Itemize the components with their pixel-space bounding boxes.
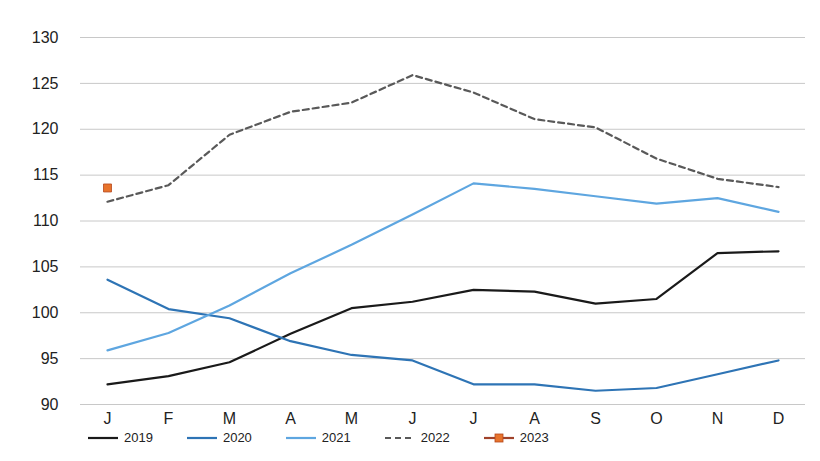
svg-text:115: 115: [33, 166, 59, 183]
svg-text:120: 120: [32, 120, 59, 137]
svg-text:N: N: [712, 410, 724, 427]
html-text:2021: 2021: [321, 430, 351, 445]
svg-text:125: 125: [32, 74, 59, 91]
svg-text:D: D: [773, 410, 785, 427]
html-text:2019: 2019: [124, 430, 153, 445]
svg-text:A: A: [529, 410, 540, 427]
svg-text:J: J: [409, 410, 417, 427]
html-text:2022: 2022: [420, 430, 450, 445]
svg-text:F: F: [164, 410, 174, 427]
svg-text:90: 90: [41, 396, 59, 413]
svg-text:A: A: [285, 410, 296, 427]
svg-text:J: J: [470, 410, 478, 427]
svg-text:M: M: [345, 410, 358, 427]
svg-text:110: 110: [33, 212, 59, 229]
svg-text:S: S: [590, 410, 601, 427]
html-text:2023: 2023: [519, 430, 549, 445]
svg-text:100: 100: [32, 304, 59, 321]
svg-text:O: O: [650, 410, 662, 427]
svg-text:105: 105: [32, 258, 59, 275]
svg-text:95: 95: [41, 350, 59, 367]
html-text:2020: 2020: [222, 430, 252, 445]
svg-text:130: 130: [32, 29, 59, 46]
svg-text:J: J: [104, 410, 112, 427]
svg-text:M: M: [223, 410, 236, 427]
